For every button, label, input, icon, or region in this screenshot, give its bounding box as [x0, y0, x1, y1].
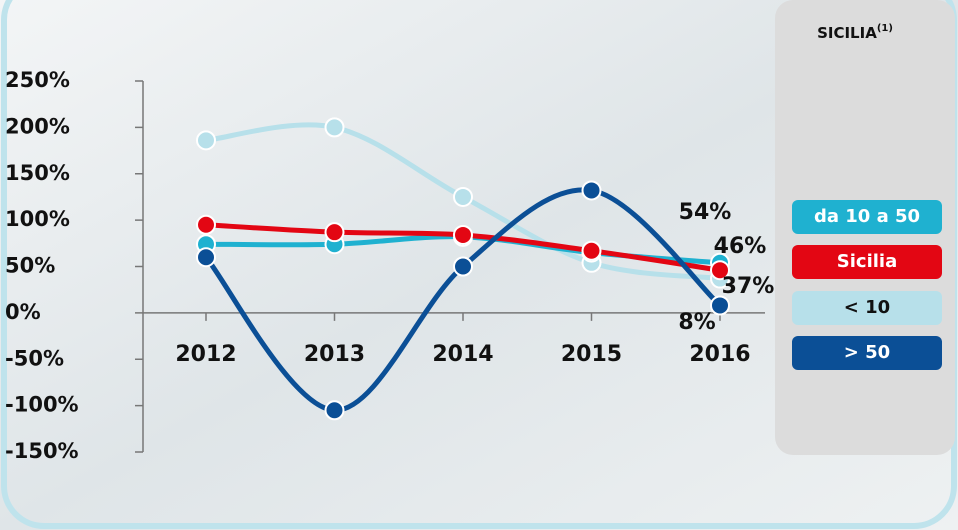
- point: [453, 256, 473, 277]
- point: [196, 247, 216, 268]
- legend-label: Sicilia: [837, 251, 897, 272]
- value-label: 46%: [714, 234, 767, 259]
- point: [581, 180, 602, 201]
- point: [710, 295, 730, 316]
- point: [581, 240, 602, 261]
- y-tick-label: -50%: [5, 346, 64, 370]
- point: [324, 222, 345, 243]
- legend-label: < 10: [844, 297, 890, 318]
- legend-title: SICILIA(1): [817, 23, 893, 42]
- point: [710, 260, 730, 281]
- legend-label: da 10 a 50: [814, 206, 920, 227]
- legend-swatch: [792, 200, 942, 234]
- y-tick-label: 200%: [5, 114, 70, 138]
- value-label: 37%: [722, 274, 775, 299]
- point: [324, 400, 345, 421]
- legend-swatch: [792, 291, 942, 325]
- legend-label: > 50: [844, 342, 890, 363]
- x-tick-label: 2014: [432, 342, 493, 367]
- point: [324, 117, 345, 138]
- point: [196, 130, 216, 151]
- legend-swatch: [792, 336, 942, 370]
- y-tick-label: 150%: [5, 161, 70, 185]
- y-tick-label: -100%: [5, 393, 79, 417]
- y-tick-label: 0%: [5, 300, 41, 324]
- value-label: 54%: [679, 200, 732, 225]
- legend-swatch: [792, 245, 942, 279]
- y-tick-label: 50%: [5, 254, 55, 278]
- x-tick-label: 2016: [689, 342, 750, 367]
- point: [453, 224, 473, 245]
- point: [453, 186, 473, 207]
- x-tick-label: 2015: [561, 342, 622, 367]
- value-label: 8%: [678, 310, 715, 335]
- y-tick-label: 100%: [5, 207, 70, 231]
- point: [196, 214, 216, 235]
- y-tick-label: -150%: [5, 439, 79, 463]
- y-tick-label: 250%: [5, 68, 70, 92]
- x-tick-label: 2012: [175, 342, 236, 367]
- x-tick-label: 2013: [304, 342, 365, 367]
